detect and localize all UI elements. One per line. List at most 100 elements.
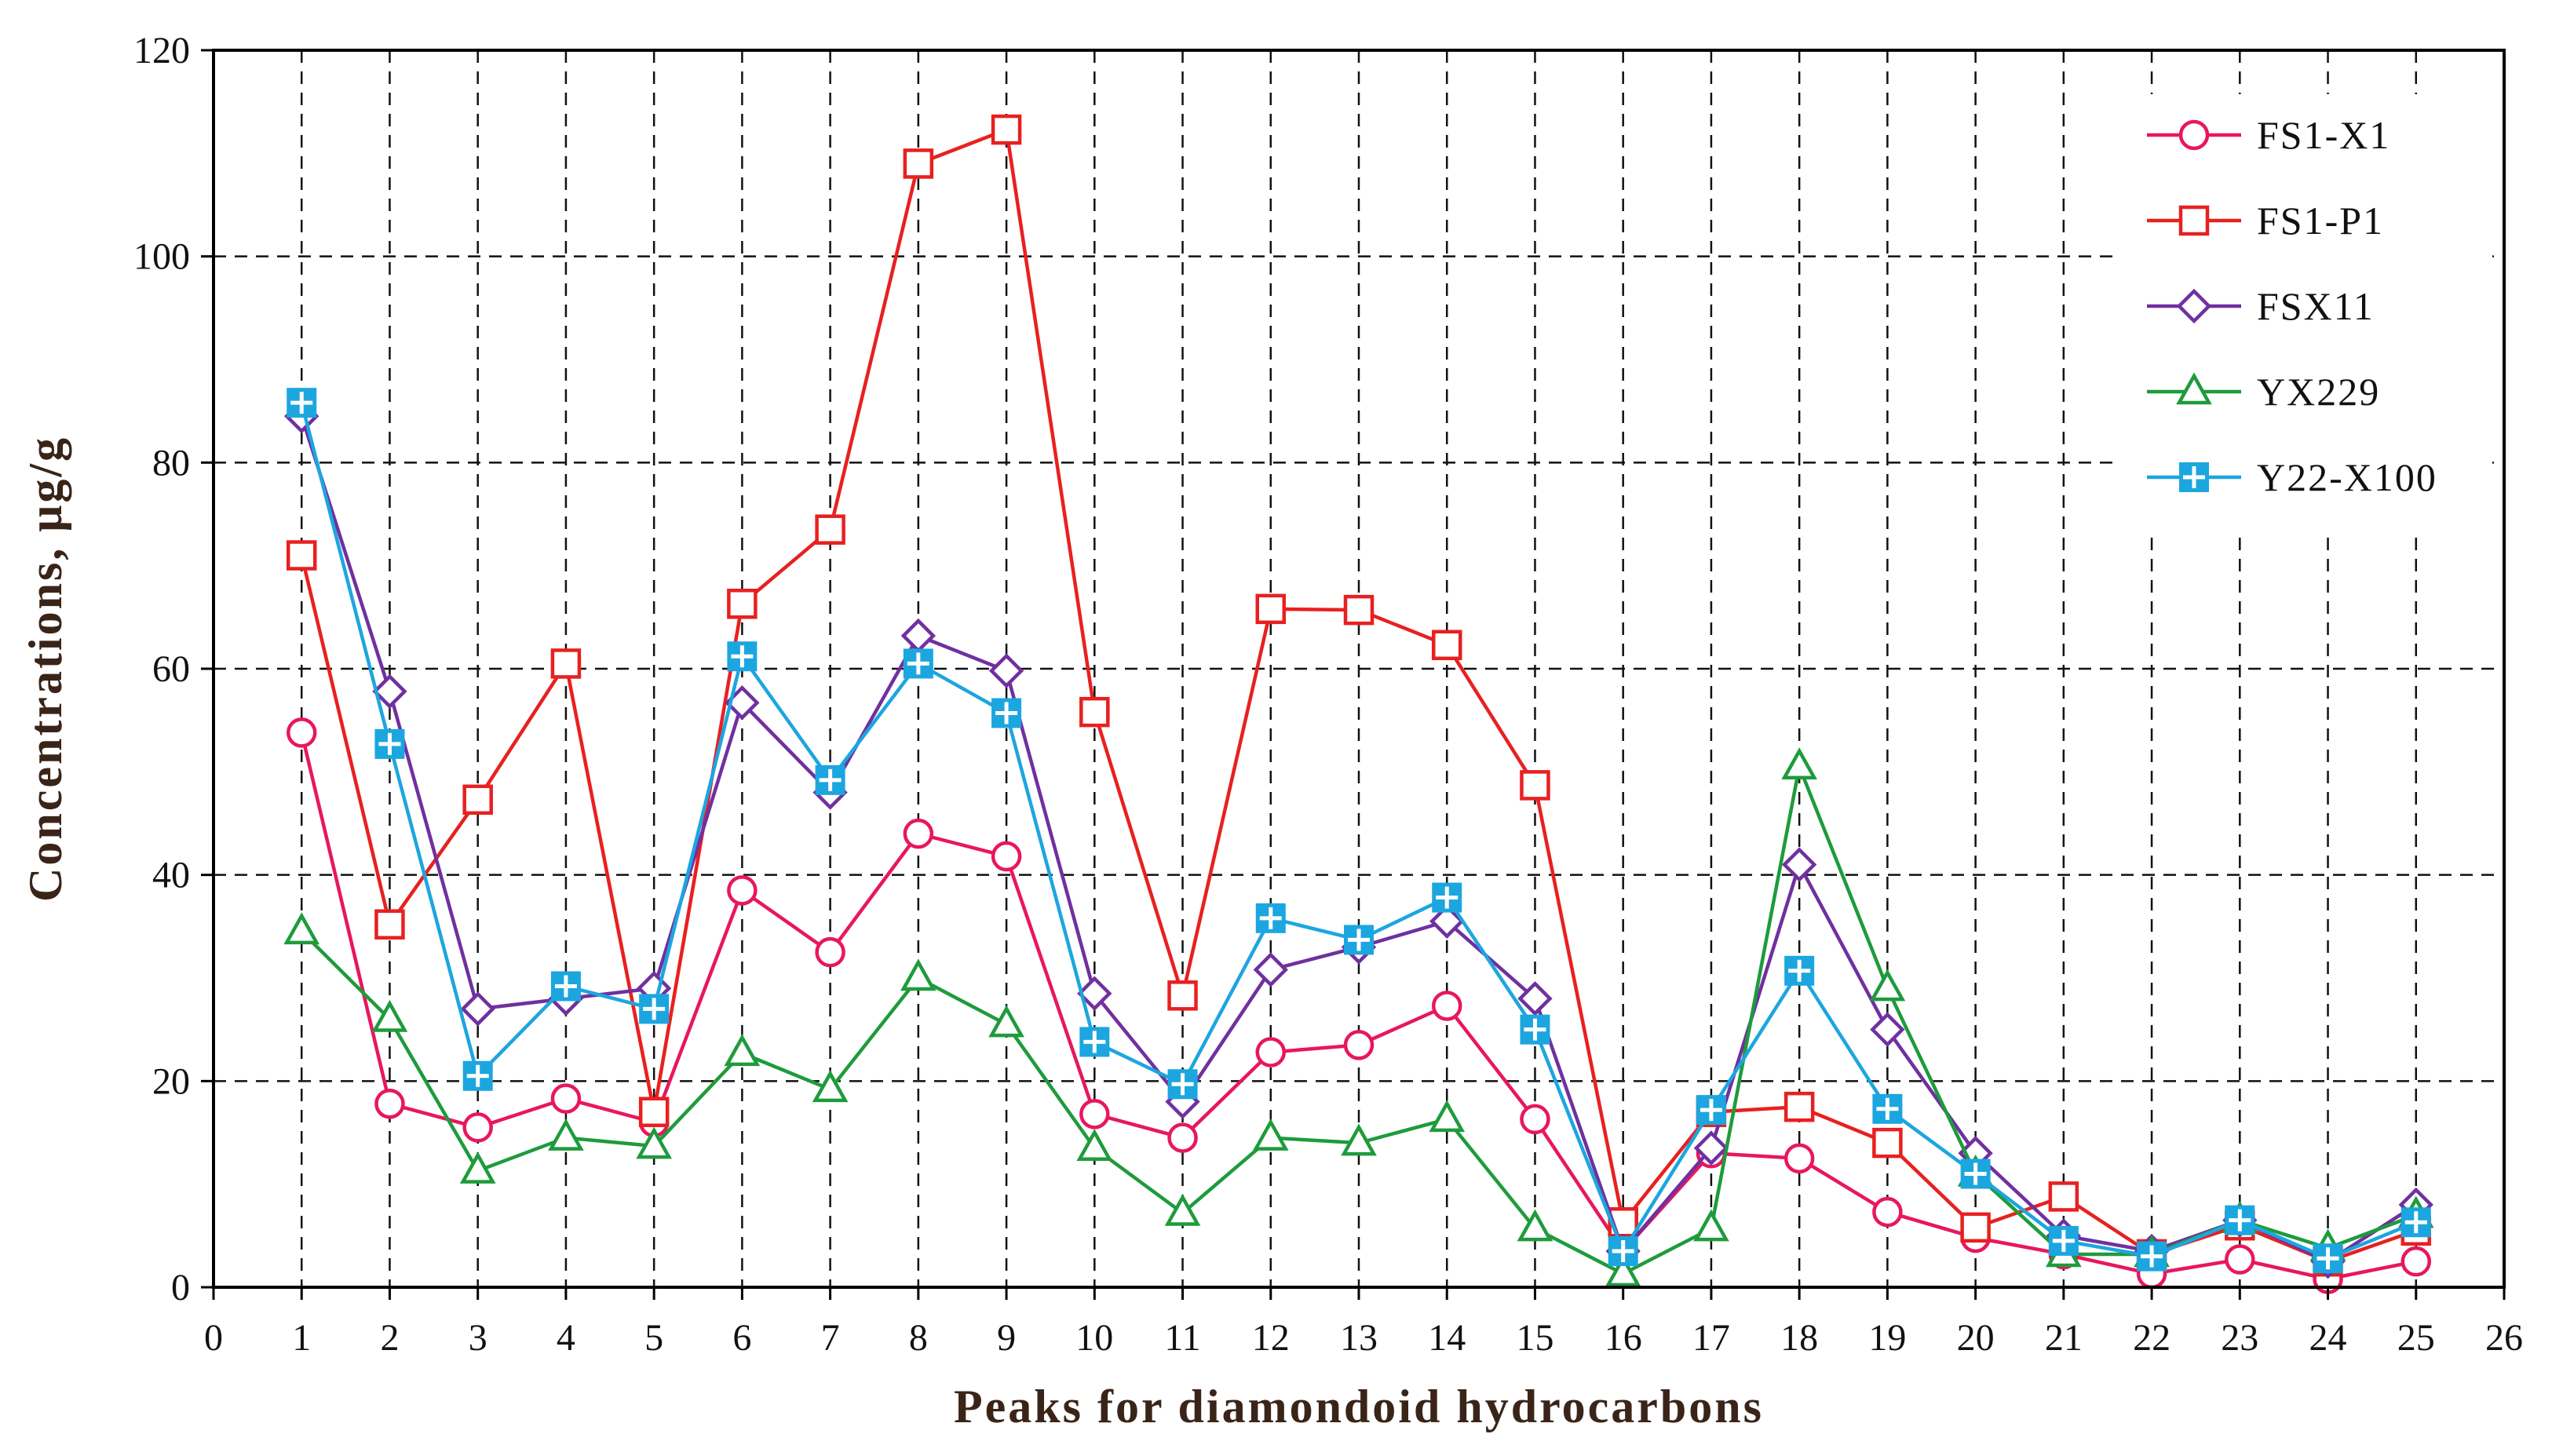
yx229-point (548, 1118, 584, 1151)
x-tick-label: 12 (1252, 1317, 1290, 1359)
fs1-p1-point (727, 589, 758, 619)
y22-x100-point (639, 994, 670, 1024)
x-tick-label: 10 (1075, 1317, 1113, 1359)
x-tick-label: 13 (1340, 1317, 1378, 1359)
y22-x100-point (815, 764, 845, 795)
fs1-p1-point (2048, 1181, 2079, 1212)
yx229-point (1605, 1254, 1641, 1287)
legend-label: FSX11 (2257, 284, 2375, 328)
y22-x100-point (2400, 1207, 2431, 1238)
fs1-x1-point (815, 936, 845, 968)
fs1-p1-point (462, 784, 493, 816)
y22-x100-point (287, 388, 317, 418)
y-tick-label: 60 (152, 648, 190, 690)
y-axis-title: Concentrations, μg/g (20, 436, 71, 902)
y22-x100-point (1696, 1095, 1726, 1126)
y22-x100-point (727, 641, 758, 672)
legend-background (2116, 94, 2492, 534)
x-tick-label: 2 (380, 1317, 399, 1359)
fs1-p1-point (1520, 770, 1550, 801)
yx229-point (988, 1005, 1024, 1038)
fs1-p1-point (1079, 696, 1110, 728)
y-tick-label: 100 (133, 236, 190, 278)
y-tick-label: 80 (152, 442, 190, 484)
y22-x100-point (462, 1060, 493, 1091)
x-tick-label: 9 (997, 1317, 1016, 1359)
legend-label: YX229 (2257, 370, 2380, 414)
fs1-x1-point (2225, 1244, 2255, 1275)
yx229-point (636, 1126, 672, 1159)
x-tick-label: 25 (2397, 1317, 2435, 1359)
legend: FS1-X1 FS1-P1 FSX11 YX229 Y22-X100 (2147, 113, 2437, 499)
legend-fsx11-point (2176, 288, 2212, 324)
yx229-point (371, 999, 408, 1032)
fs1-x1-point (1520, 1104, 1550, 1135)
yx229-point (1781, 747, 1817, 780)
fs1-x1-point (1431, 991, 1462, 1021)
x-tick-label: 18 (1780, 1317, 1818, 1359)
fs1-x1-point (1783, 1143, 1815, 1174)
yx229-point (1076, 1129, 1113, 1161)
fs1-x1-point (286, 717, 317, 748)
yx229-point (1252, 1118, 1289, 1151)
fs1-p1-point (815, 514, 845, 545)
y22-x100-point (1432, 882, 1462, 913)
fs1-p1-point (1255, 593, 1287, 625)
x-tick-label: 5 (644, 1317, 663, 1359)
y22-x100-point (2225, 1205, 2255, 1235)
y22-x100-point (1960, 1159, 1991, 1189)
y-tick-label: 120 (133, 30, 190, 71)
x-tick-label: 22 (2133, 1317, 2170, 1359)
fs1-p1-point (903, 148, 934, 179)
yx229-point (1164, 1193, 1201, 1226)
fsx11-point (460, 991, 495, 1027)
fs1-x1-point (1343, 1030, 1375, 1060)
fs1-x1-point (991, 841, 1022, 872)
legend-item-fs1-p1: FS1-P1 (2147, 199, 2384, 243)
y22-x100-point (1608, 1236, 1638, 1267)
series-y22-x100 (287, 388, 2431, 1274)
fs1-p1-point (550, 648, 582, 679)
x-tick-label: 17 (1692, 1317, 1730, 1359)
x-axis-title: Peaks for diamondoid hydrocarbons (954, 1381, 1764, 1432)
fs1-p1-point (991, 114, 1022, 145)
axis-ticks: 0 1 2 3 4 5 6 7 8 9 10 11 12 13 14 15 16 17 18 19 20 21 22 23 24… (133, 30, 2523, 1359)
x-tick-label: 16 (1605, 1317, 1642, 1359)
fsx11-point (1253, 952, 1288, 987)
legend-label: FS1-X1 (2257, 113, 2390, 157)
fsx11-point (1693, 1130, 1729, 1166)
y22-x100-point (374, 728, 405, 759)
legend-yx229-point (2176, 372, 2212, 405)
legend-fs1-p1-point (2178, 205, 2210, 236)
fs1-p1-point (286, 540, 317, 571)
x-tick-label: 11 (1164, 1317, 1200, 1359)
x-tick-label: 14 (1428, 1317, 1466, 1359)
y22-x100-point (903, 648, 933, 679)
legend-label: Y22-X100 (2257, 455, 2437, 499)
fsx11-point (988, 653, 1024, 688)
legend-item-fs1-x1: FS1-X1 (2147, 113, 2390, 157)
x-tick-label: 21 (2045, 1317, 2083, 1359)
fs1-x1-point (374, 1088, 405, 1119)
x-tick-label: 0 (204, 1317, 223, 1359)
legend-label: FS1-P1 (2257, 199, 2384, 243)
legend-item-y22-x100: Y22-X100 (2147, 455, 2437, 499)
fs1-p1-point (1431, 629, 1462, 661)
yx229-point (1693, 1209, 1729, 1242)
y22-x100-point (1784, 955, 1815, 986)
fs1-x1-point (1079, 1099, 1110, 1129)
x-tick-label: 7 (821, 1317, 840, 1359)
series-lines (283, 114, 2434, 1294)
fs1-p1-point (1783, 1091, 1815, 1122)
yx229-point (812, 1070, 849, 1103)
fs1-x1-point (462, 1112, 493, 1143)
x-tick-label: 15 (1516, 1317, 1553, 1359)
y22-x100-point (991, 698, 1022, 728)
fs1-x1-point (550, 1083, 582, 1114)
legend-fs1-x1-point (2178, 119, 2210, 151)
fsx11-point (1077, 976, 1112, 1011)
x-tick-label: 23 (2221, 1317, 2258, 1359)
yx229-point (1517, 1209, 1553, 1242)
y22-x100-point (1872, 1093, 1903, 1124)
x-tick-label: 19 (1868, 1317, 1906, 1359)
